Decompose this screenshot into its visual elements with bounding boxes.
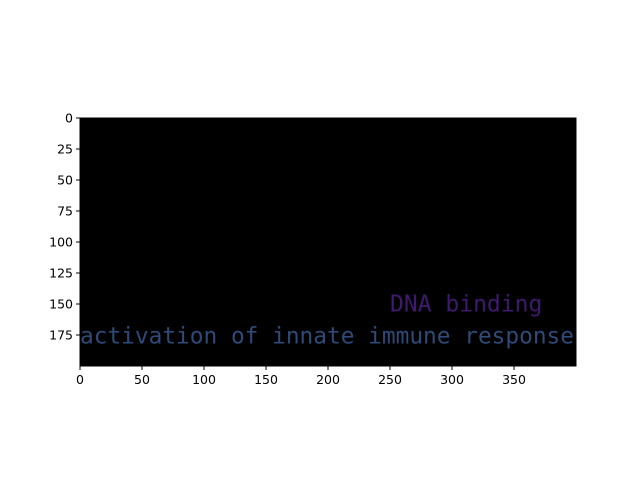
x-tick-label: 0 (76, 372, 84, 387)
x-tick-label: 200 (316, 372, 340, 387)
y-tick-label: 25 (57, 142, 73, 157)
plot-area (80, 118, 576, 366)
word-label: DNA binding (390, 291, 542, 317)
x-tick-label: 150 (254, 372, 278, 387)
word-label: activation of innate immune response (80, 324, 574, 350)
x-tick-label: 300 (440, 372, 464, 387)
y-tick-label: 125 (49, 266, 73, 281)
x-tick-label: 250 (378, 372, 402, 387)
y-tick-label: 150 (49, 297, 73, 312)
y-tick-label: 50 (57, 173, 73, 188)
y-tick-label: 0 (65, 111, 73, 126)
x-tick-label: 100 (192, 372, 216, 387)
y-axis: 0 25 50 75 100 125 150 175 (49, 111, 80, 343)
word-layer: DNA binding activation of innate immune r… (80, 291, 574, 349)
x-tick-label: 50 (134, 372, 150, 387)
x-tick-label: 350 (502, 372, 526, 387)
y-tick-label: 75 (57, 204, 73, 219)
y-tick-label: 175 (49, 328, 73, 343)
y-tick-label: 100 (49, 235, 73, 250)
x-axis: 0 50 100 150 200 250 300 350 (76, 366, 526, 387)
